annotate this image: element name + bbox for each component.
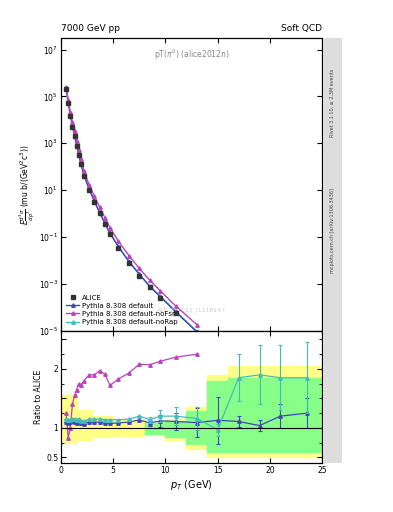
Text: pT($\pi^0$) (alice2012n): pT($\pi^0$) (alice2012n) — [154, 47, 230, 61]
Text: Soft QCD: Soft QCD — [281, 24, 322, 33]
X-axis label: $p_T$ (GeV): $p_T$ (GeV) — [170, 478, 213, 492]
Text: ALICE_2012_I1116147: ALICE_2012_I1116147 — [157, 307, 226, 313]
Text: Rivet 3.1.10, ≥ 2.3M events: Rivet 3.1.10, ≥ 2.3M events — [330, 68, 335, 137]
Text: mcplots.cern.ch [arXiv:1306.3436]: mcplots.cern.ch [arXiv:1306.3436] — [330, 188, 335, 273]
Y-axis label: Ratio to ALICE: Ratio to ALICE — [34, 370, 43, 424]
Y-axis label: $E\frac{d^3\sigma}{dp^3}$ (mu b/(GeV$^2$c$^3$)): $E\frac{d^3\sigma}{dp^3}$ (mu b/(GeV$^2$… — [17, 144, 36, 225]
Legend: ALICE, Pythia 8.308 default, Pythia 8.308 default-noFsr, Pythia 8.308 default-no: ALICE, Pythia 8.308 default, Pythia 8.30… — [64, 293, 180, 327]
Text: 7000 GeV pp: 7000 GeV pp — [61, 24, 120, 33]
